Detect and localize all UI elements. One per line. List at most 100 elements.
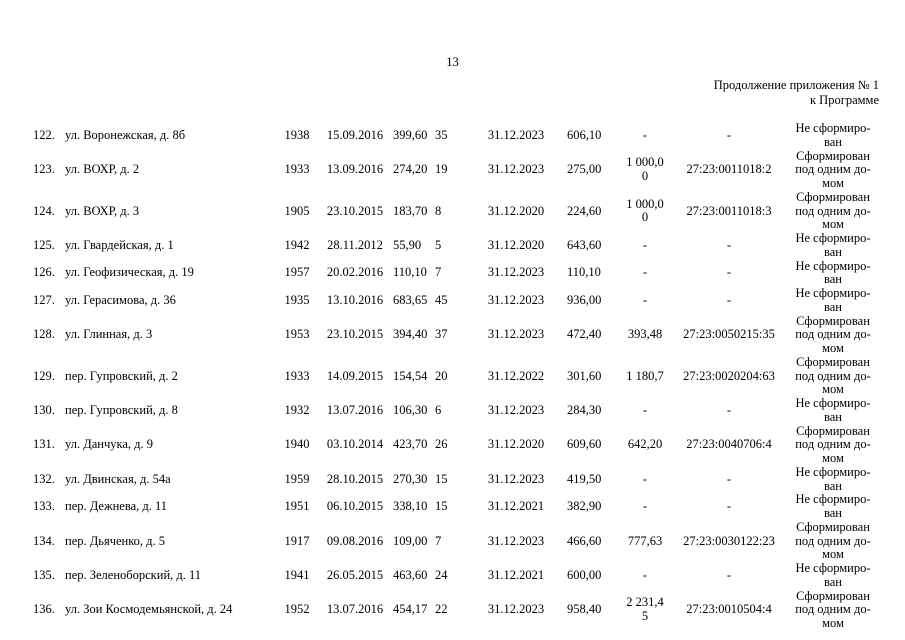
appendix-header-line2: к Программе bbox=[809, 92, 879, 107]
cell-residents-count: 37 bbox=[435, 327, 448, 342]
cell-resettlement-date: 31.12.2022 bbox=[487, 368, 545, 383]
cell-residents-count: 15 bbox=[435, 499, 448, 514]
cell-resettlement-date: 31.12.2023 bbox=[487, 265, 545, 280]
cell-recognition-date: 20.02.2016 bbox=[326, 265, 384, 280]
cell-address: ул. Глинная, д. 3 bbox=[65, 327, 153, 342]
cell-cadastral-number: - bbox=[726, 402, 732, 417]
cell-land-area: 393,48 bbox=[627, 327, 663, 342]
cell-residents-count: 8 bbox=[435, 203, 442, 218]
cell-recognition-date: 23.10.2015 bbox=[326, 327, 384, 342]
table-row: 125. ул. Гвардейская, д. 1 1942 28.11.2012 5… bbox=[33, 232, 881, 260]
cell-residents-count: 35 bbox=[435, 127, 448, 142]
cell-cadastral-number: 27:23:0050215:35 bbox=[683, 327, 775, 342]
cell-area: 55,90 bbox=[393, 237, 422, 252]
cell-area: 110,10 bbox=[393, 265, 427, 280]
cell-address: пер. Гупровский, д. 2 bbox=[65, 368, 178, 383]
cell-land-area: - bbox=[642, 567, 648, 582]
cell-row-number: 128. bbox=[33, 327, 55, 342]
cell-row-number: 124. bbox=[33, 203, 55, 218]
cell-address: ул. Воронежская, д. 8б bbox=[65, 127, 186, 142]
cell-land-area: - bbox=[642, 402, 648, 417]
cell-cadastral-number: 27:23:0010504:4 bbox=[686, 602, 772, 617]
table-row: 133. пер. Дежнева, д. 11 1951 06.10.2015 338… bbox=[33, 493, 881, 521]
cell-year-built: 1957 bbox=[284, 265, 310, 280]
cell-year-built: 1940 bbox=[284, 437, 310, 452]
cell-land-status: Не сформиро- ван bbox=[795, 232, 871, 259]
cell-address: пер. Дьяченко, д. 5 bbox=[65, 533, 166, 548]
cell-year-built: 1951 bbox=[284, 499, 310, 514]
cell-total-area: 600,00 bbox=[567, 567, 602, 582]
cell-row-number: 122. bbox=[33, 127, 55, 142]
table-row: 130. пер. Гупровский, д. 8 1932 13.07.2016 1… bbox=[33, 397, 881, 425]
cell-total-area: 606,10 bbox=[567, 127, 602, 142]
cell-recognition-date: 28.11.2012 bbox=[327, 237, 383, 252]
cell-row-number: 132. bbox=[33, 471, 55, 486]
cell-recognition-date: 14.09.2015 bbox=[326, 368, 384, 383]
table-row: 132. ул. Двинская, д. 54а 1959 28.10.2015 27… bbox=[33, 466, 881, 494]
cell-year-built: 1938 bbox=[284, 127, 310, 142]
cell-land-area: - bbox=[642, 237, 648, 252]
cell-recognition-date: 13.10.2016 bbox=[326, 292, 384, 307]
cell-area: 683,65 bbox=[393, 292, 428, 307]
cell-land-area: - bbox=[642, 292, 648, 307]
cell-address: ул. Герасимова, д. 36 bbox=[65, 292, 176, 307]
cell-total-area: 472,40 bbox=[567, 327, 602, 342]
cell-address: пер. Дежнева, д. 11 bbox=[65, 499, 168, 514]
cell-cadastral-number: 27:23:0030122:23 bbox=[683, 533, 775, 548]
cell-year-built: 1932 bbox=[284, 402, 310, 417]
cell-residents-count: 22 bbox=[435, 602, 448, 617]
cell-total-area: 224,60 bbox=[567, 203, 602, 218]
table-row: 134. пер. Дьяченко, д. 5 1917 09.08.2016 109… bbox=[33, 521, 881, 562]
cell-address: ул. Геофизическая, д. 19 bbox=[65, 265, 194, 280]
cell-land-status: Сформирован под одним до- мом bbox=[795, 190, 871, 232]
cell-land-area: 1 000,0 0 bbox=[626, 155, 664, 184]
cell-year-built: 1959 bbox=[284, 471, 310, 486]
cell-resettlement-date: 31.12.2023 bbox=[487, 162, 545, 177]
cell-row-number: 129. bbox=[33, 368, 55, 383]
cell-address: ул. ВОХР, д. 2 bbox=[65, 162, 140, 177]
cell-residents-count: 7 bbox=[435, 533, 442, 548]
cell-resettlement-date: 31.12.2023 bbox=[487, 292, 545, 307]
table-row: 131. ул. Данчука, д. 9 1940 03.10.2014 423,7… bbox=[33, 425, 881, 466]
cell-land-area: 1 000,0 0 bbox=[626, 196, 664, 225]
cell-year-built: 1942 bbox=[284, 237, 310, 252]
cell-land-area: - bbox=[642, 127, 648, 142]
cell-total-area: 110,10 bbox=[567, 265, 601, 280]
cell-total-area: 275,00 bbox=[567, 162, 602, 177]
cell-residents-count: 7 bbox=[435, 265, 442, 280]
cell-land-status: Не сформиро- ван bbox=[795, 562, 871, 589]
cell-total-area: 958,40 bbox=[567, 602, 602, 617]
cell-area: 109,00 bbox=[393, 533, 428, 548]
cell-cadastral-number: - bbox=[726, 471, 732, 486]
cell-row-number: 134. bbox=[33, 533, 55, 548]
cell-row-number: 125. bbox=[33, 237, 55, 252]
cell-resettlement-date: 31.12.2023 bbox=[487, 327, 545, 342]
cell-land-status: Не сформиро- ван bbox=[795, 465, 871, 493]
cell-address: ул. Гвардейская, д. 1 bbox=[65, 237, 174, 252]
cell-year-built: 1953 bbox=[284, 327, 310, 342]
cell-recognition-date: 26.05.2015 bbox=[326, 567, 384, 582]
cell-recognition-date: 03.10.2014 bbox=[326, 437, 384, 452]
cell-cadastral-number: - bbox=[726, 265, 732, 280]
cell-address: пер. Гупровский, д. 8 bbox=[65, 402, 178, 417]
cell-area: 338,10 bbox=[393, 499, 428, 514]
cell-cadastral-number: - bbox=[726, 499, 732, 514]
cell-area: 270,30 bbox=[393, 471, 428, 486]
cell-cadastral-number: 27:23:0011018:3 bbox=[686, 203, 772, 218]
cell-land-area: 642,20 bbox=[627, 437, 663, 452]
cell-land-status: Не сформиро- ван bbox=[795, 397, 871, 424]
cell-land-area: 777,63 bbox=[627, 533, 663, 548]
cell-year-built: 1933 bbox=[284, 162, 310, 177]
cell-resettlement-date: 31.12.2023 bbox=[487, 127, 545, 142]
cell-land-status: Сформирован под одним до- мом bbox=[795, 355, 871, 397]
cell-land-status: Не сформиро- ван bbox=[795, 287, 871, 314]
cell-address: ул. Зои Космодемьянской, д. 24 bbox=[65, 602, 233, 617]
cell-residents-count: 6 bbox=[435, 402, 442, 417]
cell-address: ул. ВОХР, д. 3 bbox=[65, 203, 140, 218]
cell-row-number: 136. bbox=[33, 602, 55, 617]
cell-land-area: 2 231,4 5 bbox=[626, 595, 664, 624]
cell-cadastral-number: - bbox=[726, 127, 732, 142]
cell-resettlement-date: 31.12.2023 bbox=[487, 471, 545, 486]
cell-total-area: 382,90 bbox=[567, 499, 602, 514]
cell-address: пер. Зеленоборский, д. 11 bbox=[65, 567, 202, 582]
